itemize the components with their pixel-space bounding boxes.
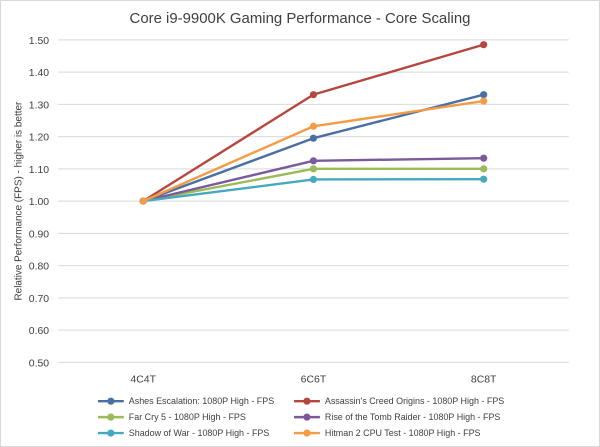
y-tick-label: 1.50 (29, 36, 50, 47)
legend-item: Rise of the Tomb Raider - 1080P High - F… (294, 412, 500, 422)
data-point (309, 91, 318, 99)
legend-swatch-marker (107, 429, 115, 437)
data-point (309, 157, 318, 165)
x-tick-labels: 4C4T 6C6T 8C8T (130, 374, 497, 385)
data-point (309, 175, 318, 184)
x-tick-label: 8C8T (471, 374, 497, 385)
legend-item: Far Cry 5 - 1080P High - FPS (97, 412, 246, 422)
legend: Ashes Escalation: 1080P High - FPS Assass… (97, 396, 504, 438)
data-point (309, 134, 318, 142)
data-point (309, 165, 318, 173)
data-point (480, 91, 488, 99)
legend-label: Hitman 2 CPU Test - 1080P High - FPS (325, 428, 481, 438)
legend-label: Shadow of War - 1080P High - FPS (129, 428, 270, 438)
legend-label: Far Cry 5 - 1080P High - FPS (129, 412, 246, 422)
y-tick-label: 1.00 (29, 197, 50, 208)
legend-item: Hitman 2 CPU Test - 1080P High - FPS (294, 428, 481, 438)
gridlines (58, 39, 569, 363)
x-tick-label: 6C6T (301, 374, 327, 385)
y-tick-label: 1.10 (29, 165, 50, 176)
legend-swatch-marker (303, 413, 311, 421)
legend-item: Shadow of War - 1080P High - FPS (97, 428, 270, 438)
series-line (142, 167, 484, 203)
y-tick-label: 1.20 (29, 133, 50, 144)
legend-swatch-marker (303, 429, 311, 437)
y-axis-label: Relative Performance (FPS) - higher is b… (13, 101, 24, 301)
y-tick-labels: 0.50 0.60 0.70 0.80 0.90 1.00 1.10 1.20 1.30 1.40… (29, 36, 50, 370)
legend-item: Assassin's Creed Origins - 1080P High - … (294, 396, 504, 406)
data-point (309, 122, 318, 130)
series-line (142, 99, 484, 203)
chart-title: Core i9-9900K Gaming Performance - Core … (130, 10, 471, 27)
series-group (139, 97, 488, 205)
data-point (480, 165, 488, 173)
y-tick-label: 0.70 (29, 294, 50, 305)
y-tick-label: 0.90 (29, 229, 50, 240)
legend-label: Assassin's Creed Origins - 1080P High - … (325, 396, 504, 406)
data-point (480, 97, 488, 105)
y-tick-label: 1.40 (29, 68, 50, 79)
y-tick-label: 1.30 (29, 100, 50, 111)
legend-item: Ashes Escalation: 1080P High - FPS (97, 396, 274, 406)
series-line (142, 93, 484, 203)
data-point (480, 175, 488, 183)
series (139, 41, 488, 205)
legend-label: Ashes Escalation: 1080P High - FPS (129, 396, 274, 406)
y-tick-label: 0.80 (29, 262, 50, 273)
legend-label: Rise of the Tomb Raider - 1080P High - F… (325, 412, 501, 422)
y-tick-label: 0.60 (29, 326, 50, 337)
x-tick-label: 4C4T (130, 374, 156, 385)
legend-swatch-marker (303, 397, 311, 405)
legend-swatch-marker (107, 413, 115, 421)
data-point (480, 154, 488, 162)
y-tick-label: 0.50 (29, 358, 50, 369)
legend-swatch-marker (107, 397, 115, 405)
data-point (139, 197, 147, 205)
data-point (480, 41, 488, 49)
